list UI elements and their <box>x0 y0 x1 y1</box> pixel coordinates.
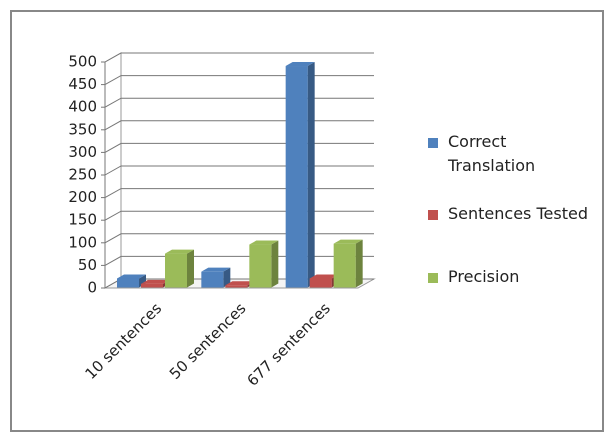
bar <box>309 278 332 288</box>
y-tick-label: 300 <box>68 143 97 161</box>
legend-label: Correct Translation <box>448 132 536 175</box>
legend-label: Sentences Tested <box>448 204 588 223</box>
bar-top <box>165 249 194 254</box>
bar-side <box>307 62 315 288</box>
legend-swatch <box>428 210 438 220</box>
bar <box>249 244 272 288</box>
y-tick-label: 250 <box>68 166 97 184</box>
bar-side <box>223 267 231 288</box>
y-tick-label: 0 <box>87 279 97 297</box>
y-tick-label: 350 <box>68 120 97 138</box>
y-tick-label: 450 <box>68 75 97 93</box>
bar <box>165 253 187 288</box>
legend-swatch <box>428 273 438 283</box>
bar <box>201 271 224 288</box>
bar <box>285 66 308 288</box>
bar-top <box>333 239 363 244</box>
bar-top <box>249 240 279 245</box>
bar-top <box>285 62 315 67</box>
y-tick-label: 150 <box>68 211 97 229</box>
grid-line <box>104 52 374 63</box>
y-tick-label: 100 <box>68 233 97 251</box>
bar-top <box>201 267 231 272</box>
legend-swatch <box>428 138 438 148</box>
bar-top <box>117 274 146 279</box>
y-tick-label: 400 <box>68 98 97 116</box>
y-tick-label: 50 <box>78 256 97 274</box>
bar-side <box>355 239 363 288</box>
y-tick-label: 500 <box>68 53 97 71</box>
bar-top <box>141 279 170 284</box>
bar-top <box>309 274 339 279</box>
bar-side <box>187 249 194 288</box>
bar <box>225 285 248 288</box>
bar-side <box>271 240 279 288</box>
bar <box>117 278 139 288</box>
bar <box>333 243 356 288</box>
bar-top <box>225 281 255 286</box>
legend-label: Precision <box>448 267 520 286</box>
y-tick-label: 200 <box>68 188 97 206</box>
bar <box>141 283 163 288</box>
